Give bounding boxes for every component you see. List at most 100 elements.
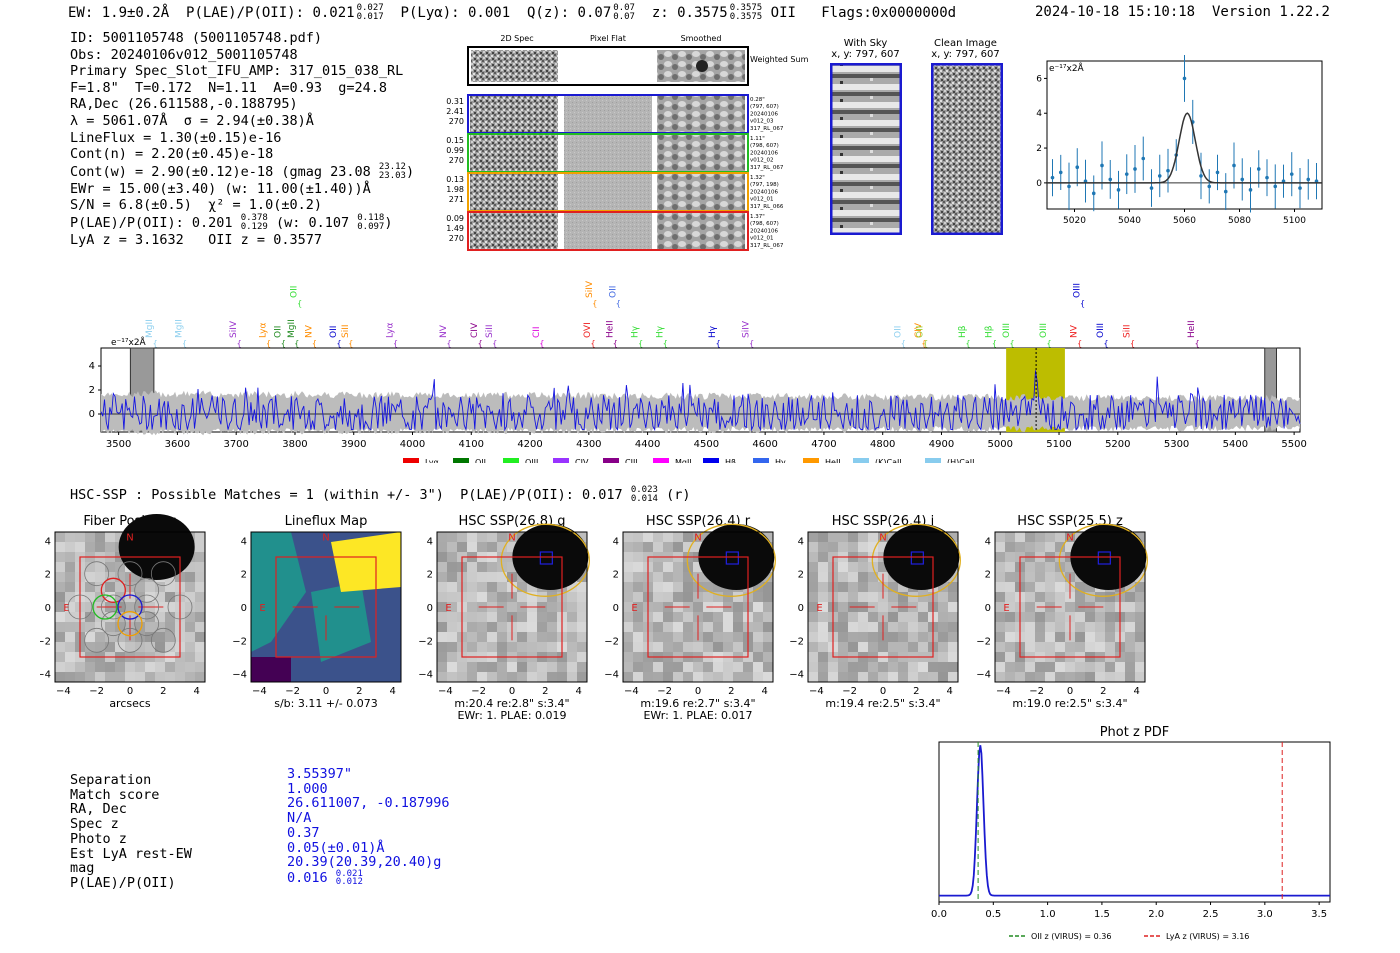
panel-title: Lineflux Map [285, 514, 368, 529]
pixel [623, 612, 633, 622]
pixel [185, 672, 195, 682]
pixel [185, 622, 195, 632]
pixel [577, 672, 587, 682]
pixel [898, 672, 908, 682]
pixel [918, 632, 928, 642]
x-tick-label: −2 [842, 686, 857, 697]
legend-label: Hβ [725, 458, 736, 463]
pixel [633, 622, 643, 632]
pixel [577, 582, 587, 592]
pixel [155, 592, 165, 602]
pixel [105, 582, 115, 592]
pixel [1035, 592, 1045, 602]
z-value: z: 0.3575 [651, 5, 728, 21]
x-tick-label: 4500 [694, 439, 719, 450]
pixel [663, 572, 673, 582]
plya-value: P(Lyα): 0.001 [400, 5, 511, 21]
pixel [995, 602, 1005, 612]
info-lambda: λ = 5061.07Å σ = 2.94(±0.38)Å [70, 112, 314, 129]
pixel [155, 582, 165, 592]
pixel [1035, 642, 1045, 652]
pixel [723, 632, 733, 642]
counterpart-values: 3.55397" 1.000 26.611007, -0.187996 N/A … [287, 766, 450, 887]
pixel [447, 642, 457, 652]
pixel [838, 582, 848, 592]
row-value: 0.15 [446, 136, 464, 145]
pixel [818, 622, 828, 632]
cp-label: Separation [70, 772, 152, 788]
pixel [818, 592, 828, 602]
pixel [808, 572, 818, 582]
pixel [995, 542, 1005, 552]
pixel [1055, 612, 1065, 622]
y-tick-label: 2 [985, 570, 991, 581]
pixel [105, 622, 115, 632]
pixel [938, 642, 948, 652]
x-tick-label: 2 [356, 686, 362, 697]
pixel [447, 612, 457, 622]
pixel [763, 652, 773, 662]
pixel [858, 592, 868, 602]
z-hi: 0.3575 [729, 3, 763, 13]
x-tick-label: 5300 [1164, 439, 1189, 450]
pixel [673, 572, 683, 582]
pixel [808, 642, 818, 652]
pixel [145, 662, 155, 672]
pixel [753, 592, 763, 602]
pixel [55, 582, 65, 592]
pixel [1095, 592, 1105, 602]
pixel [683, 582, 693, 592]
datetime: 2024-10-18 15:10:18 [1034, 4, 1196, 20]
pixel [145, 672, 155, 682]
pixel [1135, 612, 1145, 622]
pixel [948, 602, 958, 612]
pixel [653, 642, 663, 652]
y-tick-label: −4 [40, 670, 51, 681]
pixel [185, 652, 195, 662]
pixel [1035, 632, 1045, 642]
pixel [135, 572, 145, 582]
pixel [507, 662, 517, 672]
pixel [818, 672, 828, 682]
x-tick-label: −4 [624, 686, 639, 697]
fiber-highlight [117, 594, 143, 620]
pixel [155, 642, 165, 652]
data-point [1149, 186, 1154, 190]
pixel [1095, 622, 1105, 632]
weighted-source [696, 60, 708, 72]
pixel [115, 532, 125, 542]
pixel [663, 662, 673, 672]
pixel [848, 642, 858, 652]
pixel [497, 642, 507, 652]
z-lo: 0.3575 [729, 12, 763, 22]
pixel [1065, 562, 1075, 572]
north-label: N [126, 532, 133, 543]
pixel [1045, 572, 1055, 582]
info-sn: S/N = 6.8(±0.5) χ² = 1.0(±0.2) [70, 197, 322, 214]
pixel [577, 612, 587, 622]
pixel [467, 592, 477, 602]
pixel [938, 632, 948, 642]
pixel [1045, 672, 1055, 682]
pixel [818, 642, 828, 652]
pixel [948, 572, 958, 582]
y-tick-label: 2 [427, 570, 433, 581]
pixel [437, 572, 447, 582]
pixel [858, 562, 868, 572]
pixel [858, 542, 868, 552]
row-value: 1.98 [446, 185, 464, 194]
data-point [1298, 186, 1302, 190]
pixel [663, 622, 673, 632]
cp-separation: 3.55397" [287, 766, 353, 782]
pixel [577, 632, 587, 642]
pixel [653, 672, 663, 682]
pixel [547, 602, 557, 612]
pixel [888, 672, 898, 682]
pixel [517, 672, 527, 682]
pixel [537, 612, 547, 622]
pixel [623, 552, 633, 562]
pixel [1045, 642, 1055, 652]
panel-caption-2: EWr: 1. PLAE: 0.017 [643, 709, 752, 722]
line-label-bracket: { [1195, 339, 1200, 348]
x-tick-label: −4 [809, 686, 824, 697]
